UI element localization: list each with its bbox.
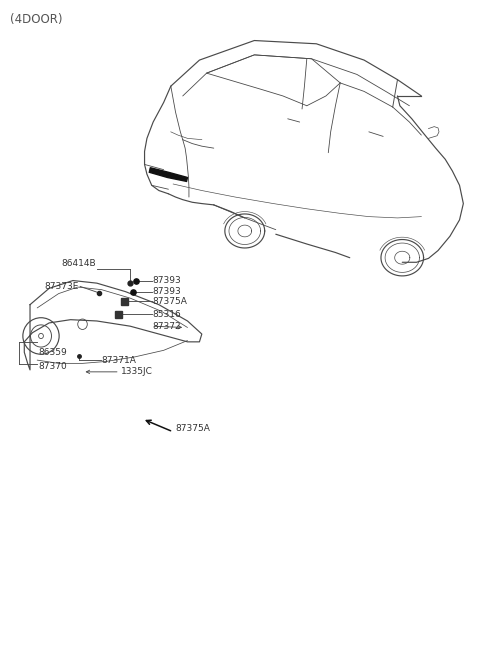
Polygon shape [149, 168, 188, 181]
Bar [115, 311, 121, 318]
Text: 85316: 85316 [153, 310, 181, 319]
Text: (4DOOR): (4DOOR) [10, 13, 62, 26]
Bar [121, 298, 128, 305]
Text: 87373E: 87373E [44, 282, 79, 291]
Text: 86414B: 86414B [61, 259, 96, 268]
Text: 87370: 87370 [38, 362, 67, 371]
Text: 86359: 86359 [38, 348, 67, 357]
Text: 87375A: 87375A [153, 297, 188, 306]
Text: 87393: 87393 [153, 287, 181, 296]
Text: 87393: 87393 [153, 276, 181, 285]
Text: 87371A: 87371A [102, 356, 136, 365]
Text: 87375A: 87375A [176, 424, 210, 433]
Text: 1335JC: 1335JC [120, 367, 153, 377]
Text: 87372: 87372 [153, 322, 181, 331]
